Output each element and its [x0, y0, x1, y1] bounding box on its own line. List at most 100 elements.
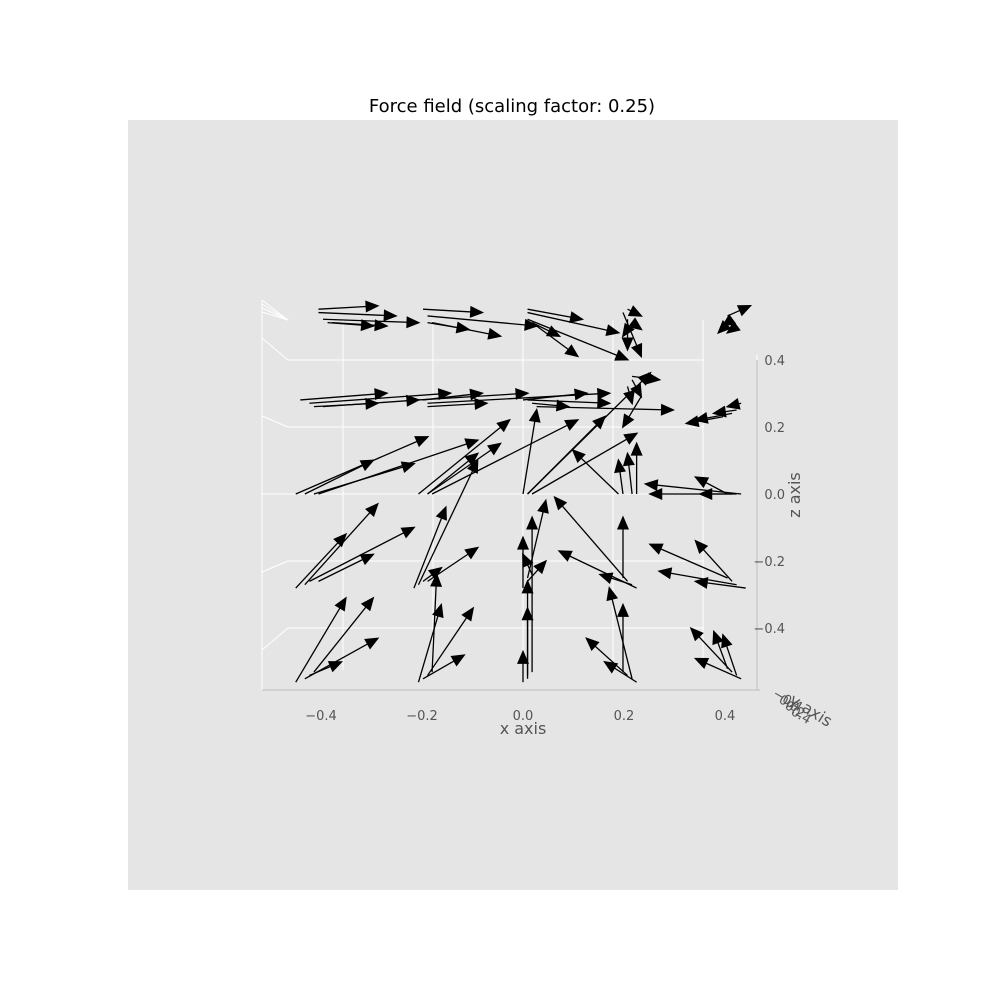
- arrow-shaft: [527, 311, 619, 334]
- arrow-shaft: [431, 574, 438, 673]
- arrow-head: [365, 397, 380, 410]
- arrow-head: [606, 586, 619, 602]
- grid-line-side: [261, 307, 289, 321]
- arrow-shaft: [527, 372, 651, 495]
- arrow-head: [621, 322, 635, 338]
- grid-line-side: [261, 627, 289, 651]
- grid-line-side: [261, 311, 289, 321]
- arrow-head: [365, 300, 380, 313]
- force-arrow: [430, 572, 443, 673]
- arrow-head: [464, 452, 480, 466]
- arrow-head: [521, 579, 534, 594]
- arrow-head: [569, 311, 585, 323]
- arrow-head: [427, 566, 443, 580]
- arrow-head: [469, 388, 485, 401]
- force-arrow: [606, 586, 633, 679]
- arrow-head: [437, 388, 453, 401]
- force-arrow: [522, 388, 589, 401]
- force-arrow: [427, 315, 539, 331]
- force-arrow: [621, 319, 634, 352]
- force-arrow: [322, 394, 421, 408]
- arrow-head: [435, 505, 447, 521]
- arrow-head: [616, 602, 629, 617]
- force-arrow: [693, 577, 746, 589]
- arrow-head: [623, 432, 639, 445]
- arrow-head: [359, 553, 375, 566]
- arrow-head: [359, 459, 375, 472]
- force-arrow: [521, 606, 534, 676]
- arrow-head: [564, 419, 580, 431]
- force-arrow: [304, 459, 375, 495]
- grid-line-side: [261, 299, 289, 321]
- force-arrow: [318, 553, 375, 582]
- force-arrow: [630, 441, 643, 494]
- grid: [261, 299, 758, 691]
- arrow-head: [487, 327, 503, 340]
- arrow-head: [693, 657, 710, 669]
- arrow-shaft: [313, 597, 374, 673]
- force-arrow: [693, 657, 742, 680]
- force-arrow: [623, 386, 635, 406]
- force-arrow: [622, 451, 635, 495]
- x-tick-label: −0.2: [406, 709, 438, 724]
- force-arrow: [526, 515, 539, 673]
- arrow-head: [364, 637, 380, 650]
- arrow-head: [400, 526, 416, 539]
- force-arrow: [531, 322, 562, 337]
- force-arrow: [431, 322, 503, 340]
- arrow-head: [571, 448, 586, 463]
- arrow-head: [333, 532, 348, 548]
- arrow-head: [474, 397, 489, 410]
- force-arrow: [427, 442, 502, 495]
- arrow-head: [469, 305, 485, 318]
- arrow-head: [614, 349, 630, 361]
- arrow-shaft: [295, 533, 347, 589]
- force-arrow: [295, 532, 348, 589]
- z-tick-label: 0.0: [764, 488, 785, 503]
- arrow-head: [621, 413, 635, 429]
- force-arrow: [418, 418, 511, 495]
- arrow-head: [623, 390, 635, 406]
- arrow-head: [374, 319, 389, 332]
- arrow-head: [631, 342, 643, 359]
- arrow-shaft: [531, 432, 637, 495]
- force-arrow: [431, 419, 580, 495]
- force-arrow: [417, 458, 479, 585]
- arrow-shaft: [417, 604, 442, 683]
- arrow-shaft: [427, 315, 537, 327]
- arrow-head: [637, 371, 652, 386]
- arrow-shaft: [526, 500, 547, 579]
- axes-background: [128, 120, 898, 890]
- arrow-head: [725, 397, 741, 410]
- arrow-shaft: [522, 409, 538, 495]
- arrow-shaft: [427, 443, 501, 495]
- force-arrow: [684, 415, 724, 428]
- force-arrow: [553, 495, 629, 582]
- arrow-head: [334, 596, 347, 612]
- force-arrow: [522, 552, 534, 575]
- force-arrow: [693, 476, 728, 495]
- arrow-head: [496, 418, 511, 433]
- force-arrow: [427, 397, 489, 410]
- arrow-head: [597, 387, 612, 400]
- arrow-head: [574, 388, 589, 401]
- arrow-head: [627, 305, 643, 317]
- arrow-head: [553, 495, 568, 511]
- arrow-head: [464, 438, 480, 450]
- arrow-shaft: [300, 392, 387, 401]
- force-arrow: [532, 399, 571, 412]
- arrow-head: [598, 572, 614, 584]
- force-arrow: [527, 308, 585, 323]
- force-arrow: [526, 498, 549, 579]
- force-arrow: [422, 305, 485, 318]
- arrow-head: [621, 337, 634, 352]
- arrow-head: [365, 502, 379, 518]
- arrow-head: [657, 567, 673, 580]
- force-arrow: [621, 322, 635, 338]
- arrow-head: [466, 458, 479, 474]
- force-arrow: [527, 371, 652, 495]
- arrow-shaft: [318, 311, 396, 317]
- arrow-head: [630, 383, 643, 399]
- arrow-shaft: [413, 507, 447, 589]
